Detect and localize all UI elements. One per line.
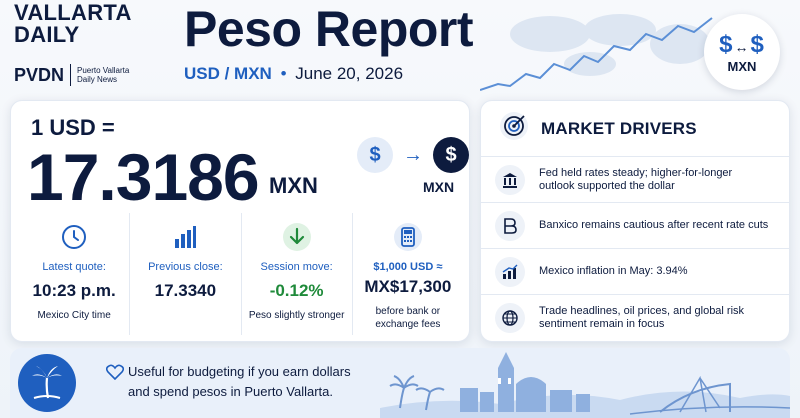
market-drivers-header: MARKET DRIVERS [481,101,789,157]
dollar-icon: $ [719,30,734,58]
trend-chart-icon [495,256,525,287]
stat-conversion: $1,000 USD ≈ MX$17,300 before bank or ex… [353,213,463,335]
peso-circle-icon: $ [433,137,469,173]
footer-banner: Useful for budgeting if you earn dollars… [10,348,790,418]
stat-note: Peso slightly stronger [248,310,345,321]
stat-latest-quote: Latest quote: 10:23 p.m. Mexico City tim… [19,213,131,335]
currency-pair: USD / MXN [184,64,272,83]
driver-item: Fed held rates steady; higher-for-longer… [481,157,789,203]
peso-icon: $ [750,30,765,58]
banxico-icon [495,210,525,241]
fx-badge-symbols: $↔$ [719,31,765,59]
stat-label: Latest quote: [42,261,106,273]
stat-value: 17.3340 [154,281,217,300]
stat-session-move: Session move: -0.12% Peso slightly stron… [242,213,353,335]
palm-tree-icon [18,354,76,412]
footer-text: Useful for budgeting if you earn dollars… [100,362,360,402]
brand-sub: PVDN Puerto Vallarta Daily News [14,64,174,86]
page-subtitle: USD / MXN • June 20, 2026 [184,64,403,84]
rate-card: 1 USD = 17.3186 MXN $ → $ MXN Latest quo… [10,100,470,342]
rate-value: 17.3186 [27,140,260,214]
bar-chart-icon [172,219,198,255]
calculator-icon [393,219,423,255]
bank-icon [495,164,525,195]
report-date: June 20, 2026 [295,64,404,83]
conversion-graphic: $ → $ [357,137,469,173]
stats-row: Latest quote: 10:23 p.m. Mexico City tim… [19,213,463,335]
driver-item: Mexico inflation in May: 3.94% [481,249,789,295]
brand-name: VALLARTA DAILY [14,0,131,47]
heart-icon [105,364,125,385]
stat-note: before bank or exchange fees [375,306,441,330]
stat-label: $1,000 USD ≈ [373,261,443,273]
convert-label: MXN [423,179,455,195]
market-drivers-panel: MARKET DRIVERS Fed held rates steady; hi… [480,100,790,342]
world-map-trend-art [480,14,713,91]
market-drivers-title: MARKET DRIVERS [541,118,697,138]
puerto-vallarta-skyline-art [380,352,790,418]
clock-icon [61,219,87,255]
target-icon [499,111,529,146]
footer-line-1: Useful for budgeting if you earn dollars [128,364,351,379]
driver-item: Trade headlines, oil prices, and global … [481,295,789,341]
stat-value: -0.12% [269,281,324,300]
brand-divider [70,64,72,86]
brand-abbr: PVDN [14,64,65,85]
right-arrow-icon: → [403,143,423,166]
footer-line-2: and spend pesos in Puerto Vallarta. [128,384,334,399]
fx-badge: $↔$ MXN [704,14,780,90]
driver-text: Mexico inflation in May: 3.94% [539,265,688,277]
brand-tagline: Puerto Vallarta Daily News [77,66,130,84]
rate-unit: MXN [269,173,318,198]
stat-note: Mexico City time [37,310,111,321]
exchange-arrow-icon: ↔ [734,38,750,55]
driver-text: Fed held rates steady; higher-for-longer… [539,166,733,192]
fx-badge-label: MXN [727,58,757,74]
driver-text: Trade headlines, oil prices, and global … [539,305,745,330]
driver-item: Banxico remains cautious after recent ra… [481,203,789,249]
rate-base: 1 USD = [31,115,115,140]
stat-label: Session move: [260,261,333,273]
driver-text: Banxico remains cautious after recent ra… [539,219,769,231]
stat-value: 10:23 p.m. [32,281,116,300]
dollar-circle-icon: $ [357,137,393,173]
down-arrow-icon [282,219,312,255]
page-title: Peso Report [184,1,474,57]
brand-logo: VALLARTA DAILY PVDN Puerto Vallarta Dail… [14,2,174,86]
stat-value: MX$17,300 [364,277,452,296]
globe-icon [495,303,525,333]
stat-label: Previous close: [148,261,223,273]
stat-previous-close: Previous close: 17.3340 [130,213,242,335]
subtitle-separator: • [280,64,287,83]
